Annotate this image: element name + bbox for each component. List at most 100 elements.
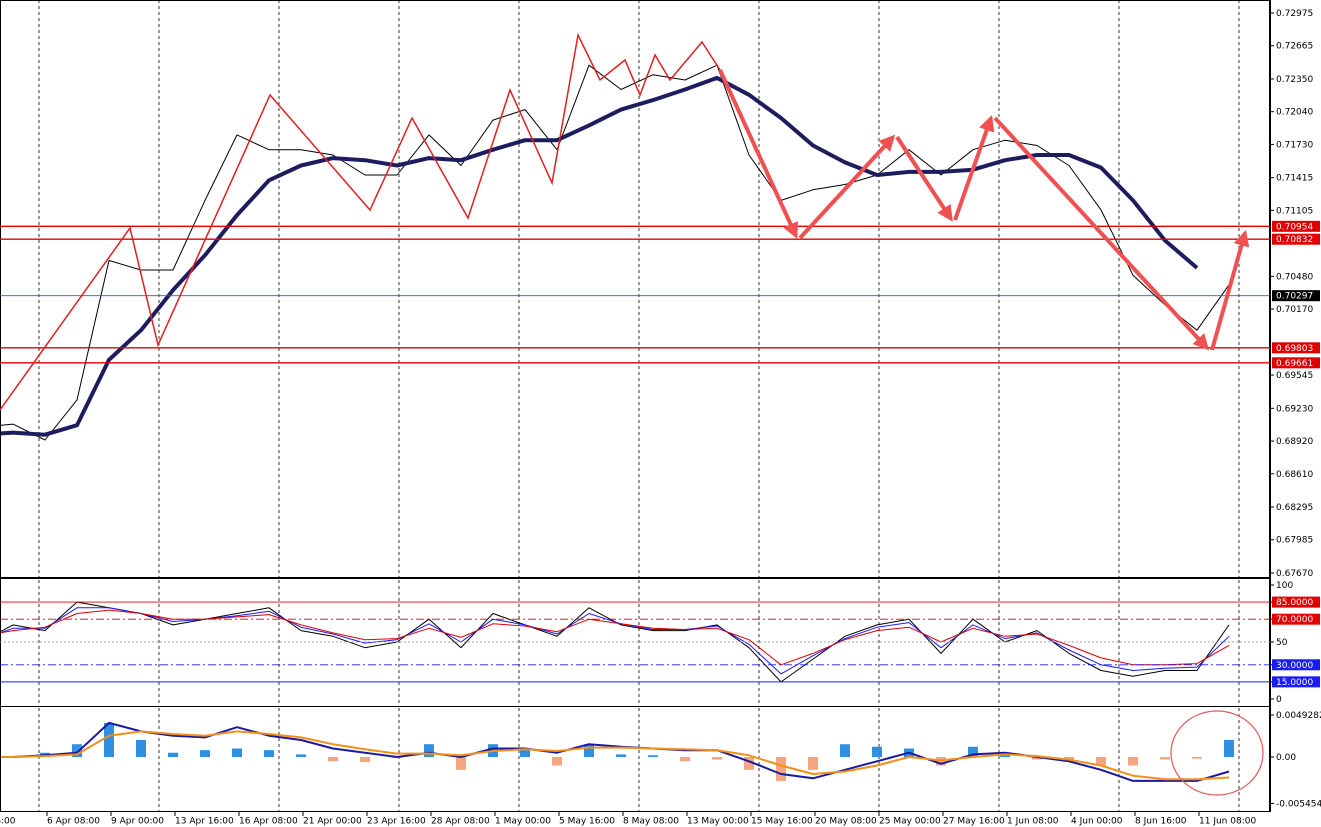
x-tick-label: 27 May 16:00 <box>943 817 1005 827</box>
arrow <box>993 116 1210 351</box>
arrow <box>895 135 953 222</box>
histogram-bar <box>520 748 530 757</box>
y-tick-label: 0.70480 <box>1276 272 1313 282</box>
histogram-bar <box>968 746 978 757</box>
y-tick-label: 0.71730 <box>1276 140 1313 150</box>
histogram-bar <box>72 744 82 757</box>
x-tick-label: 5 May 16:00 <box>559 817 615 827</box>
x-tick-label: 23 Apr 16:00 <box>367 817 426 827</box>
y-tick-label: 0.70170 <box>1276 305 1313 315</box>
annotations <box>0 32 1264 796</box>
y-tick-label: 0.68295 <box>1276 503 1313 513</box>
x-tick-label: 13 Apr 16:00 <box>175 817 234 827</box>
histogram-bar <box>584 744 594 757</box>
x-tick-label: 9 Apr 00:00 <box>111 817 164 827</box>
histogram-bar <box>200 750 210 757</box>
level-label-box <box>1272 220 1320 232</box>
macd-line <box>0 721 1230 782</box>
histogram-bar <box>136 739 146 757</box>
level-label: 0.69661 <box>1276 359 1313 369</box>
tick-label-box <box>1272 613 1320 625</box>
y-tick-label: 15.0000 <box>1276 678 1313 688</box>
level-label: 0.69803 <box>1276 344 1313 354</box>
histogram-bar <box>552 756 562 766</box>
tick-label-box <box>1272 659 1320 671</box>
x-tick-label: 1 Jun 08:00 <box>1007 817 1059 827</box>
plot-area <box>0 0 1240 812</box>
arrow <box>718 69 798 239</box>
x-tick-label: 13 May 00:00 <box>687 817 749 827</box>
x-tick-label: 8 May 08:00 <box>623 817 679 827</box>
y-tick-label: 100 <box>1276 581 1293 591</box>
y-tick-label: 0.69545 <box>1276 371 1313 381</box>
histogram-bar <box>1032 756 1042 760</box>
level-label-box <box>1272 290 1320 302</box>
histogram-bar <box>680 756 690 762</box>
x-tick-label: 20 May 08:00 <box>815 817 877 827</box>
x-tick-label: 28 Apr 08:00 <box>431 817 490 827</box>
y-tick-label: 0.67670 <box>1276 569 1313 579</box>
macd-line <box>0 730 1230 781</box>
y-tick-label: 70.0000 <box>1276 615 1313 625</box>
x-tick-label: 1 May 00:00 <box>495 817 551 827</box>
histogram-bar <box>840 744 850 757</box>
y-tick-label: 0.72975 <box>1276 9 1313 19</box>
histogram-bar <box>1224 739 1234 757</box>
histogram-bar <box>1160 756 1170 760</box>
y-tick-label: 0.72350 <box>1276 75 1313 85</box>
y-tick-label: 0.71105 <box>1276 206 1313 216</box>
level-label-box <box>1272 233 1320 245</box>
y-tick-label: 0.68920 <box>1276 437 1313 447</box>
x-tick-label: r 16:00 <box>0 817 16 827</box>
y-tick-label: 0.00 <box>1276 753 1296 763</box>
histogram-bar <box>232 748 242 757</box>
level-label: 0.70297 <box>1276 292 1313 302</box>
x-tick-label: 8 Jun 16:00 <box>1135 817 1187 827</box>
level-label-box <box>1272 342 1320 354</box>
tick-label-box <box>1272 676 1320 688</box>
y-tick-label: 30.0000 <box>1276 661 1313 671</box>
highlight-ellipse <box>1170 710 1264 796</box>
x-tick-label: 25 May 00:00 <box>879 817 941 827</box>
histogram-bar <box>264 750 274 757</box>
oscillator-line <box>0 601 1230 683</box>
histogram-bar <box>296 754 306 757</box>
histogram-bar <box>328 756 338 762</box>
x-tick-label: 15 May 16:00 <box>751 817 813 827</box>
y-tick-label: 0.0049282 <box>1276 711 1321 721</box>
histogram-bar <box>744 756 754 770</box>
y-tick-label: 50 <box>1276 638 1288 648</box>
arrow <box>1210 229 1250 351</box>
price-line <box>0 64 1230 441</box>
histogram-bar <box>712 756 722 760</box>
histogram-bar <box>104 722 114 757</box>
histogram-bar <box>1096 756 1106 766</box>
level-label-box <box>1272 357 1320 369</box>
tick-label-box <box>1272 596 1320 608</box>
oscillator-line <box>0 607 1230 675</box>
y-tick-label: 0.72665 <box>1276 42 1313 52</box>
histogram-bar <box>808 756 818 770</box>
x-tick-label: 21 Apr 00:00 <box>303 817 362 827</box>
histogram-bar <box>1128 756 1138 766</box>
histogram-bar <box>776 756 786 781</box>
x-tick-label: 6 Apr 08:00 <box>47 817 100 827</box>
moving-average-line <box>0 75 1199 437</box>
histogram-bar <box>1192 756 1202 759</box>
frame <box>0 0 1270 812</box>
histogram-bar <box>872 746 882 757</box>
x-tick-label: 16 Apr 08:00 <box>239 817 298 827</box>
y-tick-label: 0 <box>1276 695 1282 705</box>
histogram-bar <box>360 756 370 763</box>
y-tick-label: 0.67985 <box>1276 536 1313 546</box>
x-tick-label: 11 Jun 08:00 <box>1199 817 1256 827</box>
arrows <box>718 69 1250 351</box>
y-tick-label: 0.69230 <box>1276 404 1313 414</box>
y-tick-label: 85.0000 <box>1276 598 1313 608</box>
y-tick-label: 0.72040 <box>1276 108 1313 118</box>
arrow <box>953 114 995 221</box>
histogram-bar <box>648 755 658 757</box>
histogram-bar <box>168 752 178 757</box>
histogram-bar <box>616 754 626 757</box>
